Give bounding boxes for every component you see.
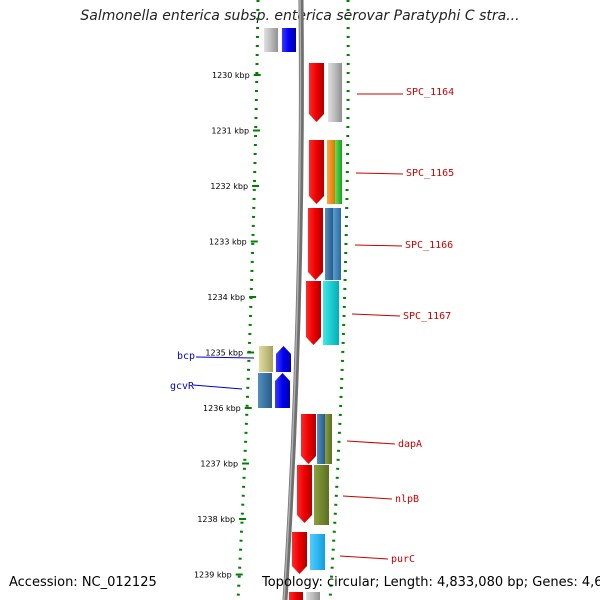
gene-spc-1167[interactable] [306, 281, 321, 345]
feature-spc-1166-steel[interactable] [325, 208, 333, 280]
feature-bcp-khaki[interactable] [259, 346, 273, 372]
feature-gcvr-steel[interactable] [258, 373, 272, 408]
feature-top-blue[interactable] [282, 28, 296, 52]
tick-label: 1233 kbp [209, 238, 247, 247]
feature-top-gray[interactable] [264, 28, 278, 52]
gene-label-gcvr[interactable]: gcvR [170, 381, 195, 392]
feature-spc-1165-green[interactable] [335, 140, 342, 204]
gene-label-spc-1166[interactable]: SPC_1166 [405, 240, 453, 251]
gene-spc-1165[interactable] [309, 140, 324, 204]
tick-group: 1230 kbp 1231 kbp 1232 kbp 1233 kbp 1234 kbp… [194, 71, 261, 580]
tick-label: 1231 kbp [211, 127, 249, 136]
feature-dapa-olive[interactable] [325, 414, 332, 464]
gene-spc-1164[interactable] [309, 63, 324, 122]
gene-label-spc-1165[interactable]: SPC_1165 [406, 168, 454, 179]
gene-label-purc[interactable]: purC [391, 554, 415, 565]
accession-text: Accession: NC_012125 [9, 575, 157, 590]
feature-bottom-red[interactable] [289, 592, 303, 600]
gene-bcp[interactable] [276, 346, 291, 372]
tick-label: 1230 kbp [212, 71, 250, 80]
genome-backbone [282, 0, 304, 600]
gene-label-dapa[interactable]: dapA [398, 439, 422, 450]
feature-nlpb-olive[interactable] [314, 465, 329, 525]
gene-label-nlpb[interactable]: nlpB [395, 494, 419, 505]
tick-label: 1236 kbp [203, 404, 241, 413]
leader-lines [192, 93, 404, 560]
tick-label: 1238 kbp [197, 515, 235, 524]
tick-label: 1239 kbp [194, 571, 232, 580]
feature-spc-1165-orange[interactable] [327, 140, 335, 204]
gene-gcvr[interactable] [275, 373, 290, 408]
feature-purc-sky[interactable] [310, 534, 325, 570]
tick-label: 1237 kbp [200, 460, 238, 469]
feature-dapa-steel[interactable] [317, 414, 325, 464]
tick-label: 1232 kbp [210, 182, 248, 191]
tick-label: 1234 kbp [207, 293, 245, 302]
tick-label: 1235 kbp [205, 349, 243, 358]
feature-spc-1166-teal[interactable] [333, 208, 341, 280]
gene-nlpb[interactable] [297, 465, 312, 523]
gene-label-spc-1164[interactable]: SPC_1164 [406, 87, 454, 98]
feature-spc-1164-gray[interactable] [328, 63, 342, 122]
topology-summary-text: Topology: circular; Length: 4,833,080 bp… [262, 575, 600, 590]
gene-purc[interactable] [292, 532, 307, 574]
feature-bottom-gray[interactable] [306, 592, 320, 600]
gene-spc-1166[interactable] [308, 208, 323, 280]
gene-label-bcp[interactable]: bcp [177, 351, 195, 362]
gene-label-spc-1167[interactable]: SPC_1167 [403, 311, 451, 322]
feature-spc-1167-cyan[interactable] [323, 281, 339, 345]
gene-dapa[interactable] [301, 414, 316, 464]
